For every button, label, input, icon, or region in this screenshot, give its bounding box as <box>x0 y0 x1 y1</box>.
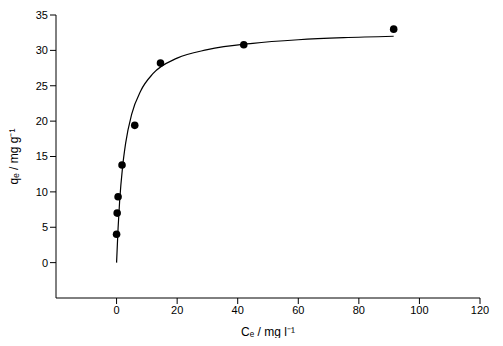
svg-text:Cₑ / mg l⁻¹: Cₑ / mg l⁻¹ <box>241 325 295 338</box>
svg-text:100: 100 <box>410 304 428 316</box>
svg-text:qₑ / mg g⁻¹: qₑ / mg g⁻¹ <box>8 129 21 185</box>
svg-text:20: 20 <box>36 115 48 127</box>
svg-text:0: 0 <box>42 257 48 269</box>
svg-text:10: 10 <box>36 186 48 198</box>
svg-text:25: 25 <box>36 80 48 92</box>
svg-text:20: 20 <box>171 304 183 316</box>
svg-text:0: 0 <box>114 304 120 316</box>
svg-text:40: 40 <box>232 304 244 316</box>
svg-text:80: 80 <box>353 304 365 316</box>
svg-text:5: 5 <box>42 221 48 233</box>
svg-text:120: 120 <box>471 304 489 316</box>
svg-text:30: 30 <box>36 44 48 56</box>
svg-text:35: 35 <box>36 9 48 21</box>
svg-text:60: 60 <box>292 304 304 316</box>
svg-text:15: 15 <box>36 150 48 162</box>
